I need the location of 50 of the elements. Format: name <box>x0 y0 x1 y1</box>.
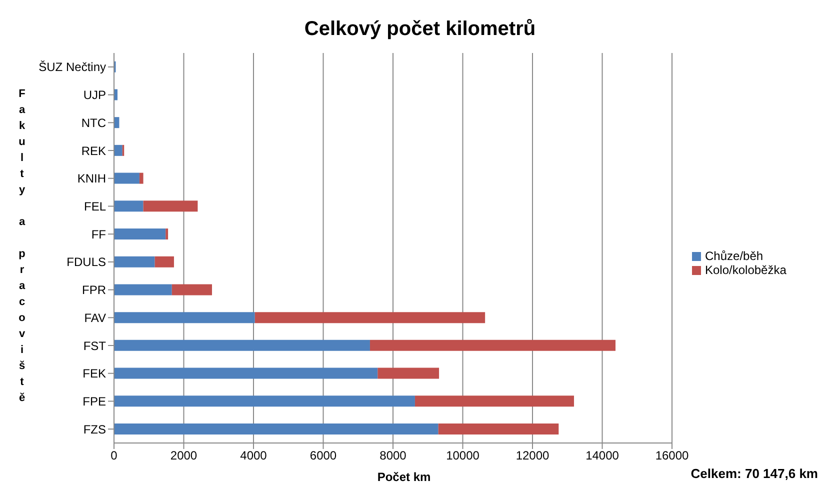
y-tick-label: UJP <box>83 88 106 102</box>
bar <box>114 256 155 268</box>
bar <box>114 368 378 379</box>
legend-label: Kolo/koloběžka <box>705 263 786 277</box>
x-tick-label: 4000 <box>240 448 268 463</box>
bar <box>438 424 559 434</box>
bar <box>166 228 168 240</box>
bar <box>143 200 198 212</box>
y-tick-label: FPR <box>82 283 106 298</box>
x-tick-label: 10000 <box>446 448 480 463</box>
x-tick-label: 0 <box>110 448 118 463</box>
y-tick-label: FF <box>91 227 106 242</box>
bar <box>414 396 574 407</box>
x-tick-label: 16000 <box>655 448 690 463</box>
text: Celkem: 70 147,6 km <box>690 466 818 481</box>
y-tick-label: KNIH <box>77 172 106 186</box>
y-tick-label: FEL <box>84 199 106 214</box>
bar <box>114 228 166 240</box>
x-tick-label: 2000 <box>170 448 198 463</box>
bar <box>114 172 140 184</box>
x-tick-label: 12000 <box>516 448 550 463</box>
bar <box>172 284 212 296</box>
x-tick-label: 6000 <box>310 448 337 463</box>
legend-label: Chůze/běh <box>705 249 764 263</box>
x-tick-label: 8000 <box>380 448 407 463</box>
y-axis-title: Fakulty a pracoviště <box>15 88 29 408</box>
bar <box>114 396 415 407</box>
bar <box>114 312 255 324</box>
bar <box>154 256 174 268</box>
bar <box>114 200 144 212</box>
y-tick-label: FZS <box>83 422 106 436</box>
bar <box>254 312 486 324</box>
bar <box>114 144 122 156</box>
y-tick-label: FDULS <box>66 255 106 270</box>
x-tick-label: 14000 <box>586 448 620 463</box>
y-tick-label: FPE <box>82 394 106 408</box>
y-tick-label: FST <box>83 338 107 353</box>
y-tick-label: FEK <box>82 366 106 381</box>
bar <box>370 340 616 351</box>
bar <box>114 340 370 351</box>
bar <box>114 284 172 296</box>
y-tick-label: NTC <box>81 116 106 130</box>
y-tick-label: FAV <box>84 310 106 325</box>
bar <box>139 172 144 184</box>
x-axis-title: Počet km <box>377 470 431 484</box>
y-tick-label: REK <box>81 144 106 158</box>
bar <box>378 368 440 379</box>
y-tick-label: ŠUZ Nečtiny <box>38 60 106 74</box>
bar <box>114 424 438 434</box>
chart-title: Celkový počet kilometrů <box>303 18 537 41</box>
